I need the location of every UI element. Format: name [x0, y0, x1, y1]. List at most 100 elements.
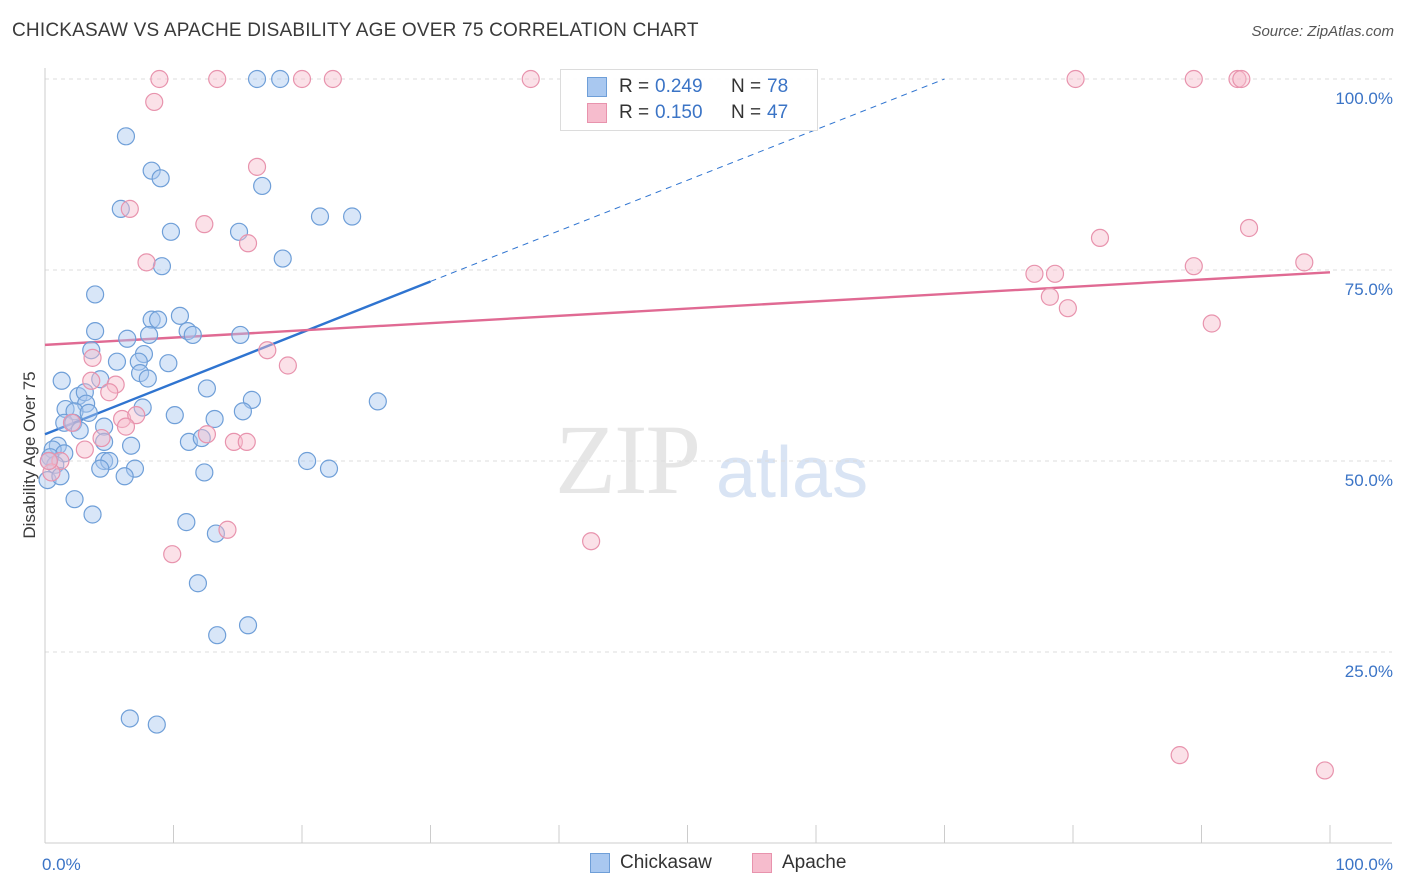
chickasaw-point [133, 398, 152, 417]
chickasaw-point [107, 352, 127, 371]
chickasaw-point [310, 207, 330, 226]
chickasaw-legend-label: Chickasaw [620, 852, 712, 873]
apache-point [1025, 264, 1044, 283]
apache-point [1040, 287, 1059, 306]
apache-point [208, 69, 227, 89]
chickasaw-point [188, 574, 208, 593]
chickasaw-point [121, 436, 141, 455]
apache-point [137, 253, 156, 272]
chickasaw-trend-extension [430, 78, 945, 282]
apache-point [237, 432, 256, 451]
apache-n-value: 47 [767, 102, 789, 123]
chickasaw-point [86, 322, 105, 341]
r-label: R = [619, 76, 650, 97]
chickasaw-point [208, 626, 227, 645]
apache-point [238, 234, 258, 253]
apache-point [521, 69, 540, 89]
apache-point [75, 440, 94, 459]
x-tick-label: 0.0% [42, 855, 81, 874]
apache-point [258, 341, 277, 360]
y-tick-label: 75.0% [1345, 280, 1393, 299]
apache-point [62, 413, 82, 432]
apache-point [218, 520, 237, 539]
y-tick-label: 25.0% [1345, 662, 1393, 681]
apache-point [1170, 746, 1189, 765]
apache-point [150, 69, 169, 89]
apache-point [292, 69, 312, 89]
apache-point [100, 383, 119, 402]
chickasaw-point [238, 616, 258, 635]
apache-point [116, 417, 136, 436]
chickasaw-point [139, 325, 159, 345]
chickasaw-point [83, 505, 102, 524]
apache-point [92, 428, 111, 448]
chickasaw-point [195, 463, 214, 482]
chickasaw-n-value: 78 [767, 76, 789, 97]
chickasaw-point [115, 467, 134, 486]
chickasaw-point [148, 310, 168, 329]
apache-point [1184, 69, 1203, 89]
apache-r-value: 0.150 [655, 102, 703, 123]
watermark-zip: ZIP [555, 404, 701, 515]
apache-trend-line [44, 271, 1331, 347]
r-label: R = [619, 102, 650, 123]
chickasaw-point [273, 249, 292, 268]
apache-point [224, 432, 243, 451]
chickasaw-point [205, 409, 224, 429]
chickasaw-point [253, 176, 272, 196]
chickasaw-swatch [587, 77, 607, 97]
chickasaw-point [152, 257, 172, 276]
apache-point [39, 451, 58, 471]
chickasaw-point [206, 524, 226, 543]
x-tick-label: 100.0% [1335, 855, 1393, 874]
chickasaw-point [368, 392, 387, 411]
apache-point [1066, 69, 1085, 89]
chickasaw-point [343, 207, 362, 226]
chickasaw-point [170, 306, 190, 325]
chickasaw-point [165, 406, 184, 425]
apache-point [127, 406, 146, 425]
chickasaw-point [70, 421, 89, 440]
apache-point [1058, 299, 1077, 318]
chickasaw-point [298, 451, 317, 471]
chickasaw-point [79, 403, 98, 422]
chickasaw-point [51, 467, 70, 486]
apache-point [1202, 314, 1221, 333]
y-tick-label: 50.0% [1345, 471, 1393, 490]
tick-labels: 25.0% 50.0% 75.0% 100.0% 0.0% 100.0% [42, 89, 1393, 874]
apache-point [120, 199, 139, 218]
n-label: N = [731, 102, 762, 123]
apache-point [106, 375, 125, 394]
chickasaw-point [197, 379, 217, 398]
apache-point [83, 348, 102, 367]
bottom-legend-chickasaw: Chickasaw [590, 852, 712, 874]
chickasaw-trend-line [44, 280, 431, 436]
watermark-atlas: atlas [716, 433, 869, 513]
apache-point [163, 545, 182, 564]
chickasaw-point [116, 127, 136, 146]
apache-swatch [587, 103, 607, 123]
apache-legend-swatch [752, 853, 772, 873]
legend-row-apache: R = 0.150 N = 47 [587, 101, 788, 125]
chickasaw-point [125, 459, 145, 478]
apache-point [195, 215, 214, 234]
trend-lines [44, 78, 1331, 436]
apache-point [1239, 218, 1259, 238]
chickasaw-point [118, 329, 137, 348]
apache-point [1295, 253, 1314, 272]
chickasaw-point [120, 709, 139, 728]
apache-point [1184, 257, 1203, 276]
chickasaw-point [271, 69, 290, 89]
y-tick-label: 100.0% [1335, 89, 1393, 108]
chickasaw-point [52, 371, 71, 390]
apache-point [1315, 761, 1334, 780]
apache-point [145, 92, 164, 112]
chickasaw-point [86, 285, 105, 304]
correlation-legend: R = 0.249 N = 78 R = 0.150 N = 47 [560, 69, 818, 131]
chickasaw-point [319, 459, 339, 478]
apache-legend-label: Apache [782, 852, 847, 873]
grid-lines [45, 78, 1392, 653]
apache-point [1090, 228, 1110, 248]
chickasaw-point [161, 222, 181, 241]
